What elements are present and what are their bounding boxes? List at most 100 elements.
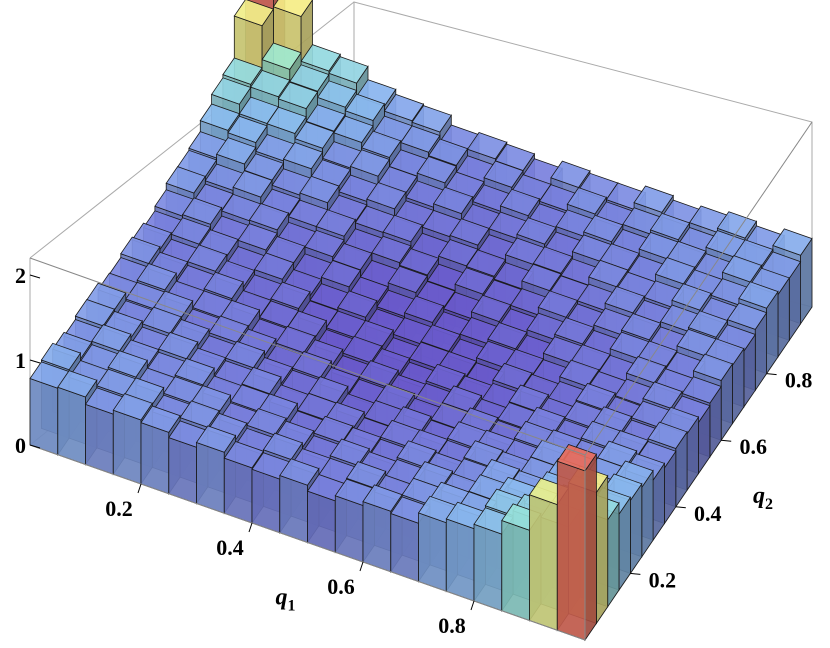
bounding-box-front	[29, 121, 813, 641]
bar-top-face	[289, 64, 330, 92]
bar-top-face	[174, 358, 215, 386]
bar-top-face	[416, 156, 457, 184]
bar-front-face	[279, 474, 308, 544]
bar-top-face	[349, 149, 391, 177]
bar-front-face	[501, 519, 530, 622]
z-tick-label: 1	[15, 348, 26, 373]
bar-top-face	[499, 188, 541, 217]
bar-top-face	[583, 214, 624, 243]
x-tick-mark	[359, 561, 364, 572]
bar-top-face	[313, 415, 354, 444]
bar-top-face	[279, 458, 320, 486]
bar-top-face	[554, 317, 595, 345]
x-axis-label: q1	[276, 585, 296, 615]
bar-top-face	[179, 400, 220, 428]
bar-top-face	[250, 69, 291, 98]
bar-top-face	[237, 223, 278, 251]
bar-top-face	[366, 182, 407, 210]
bar-top-face	[398, 248, 440, 276]
bar-top-face	[425, 363, 466, 392]
bar-top-face	[91, 324, 132, 352]
bar-top-face	[266, 106, 307, 134]
bar-top-face	[187, 244, 228, 272]
bar-top-face	[382, 214, 423, 243]
bar-top-face	[199, 103, 241, 131]
z-tick-label: 2	[15, 263, 26, 288]
bar-top-face	[588, 259, 629, 288]
bar-top-face	[492, 362, 533, 391]
bar-top-face	[358, 360, 399, 388]
bar-top-face	[299, 175, 340, 204]
bar-front-face	[112, 409, 142, 485]
bar-top-face	[508, 384, 550, 412]
bar-top-face	[248, 203, 290, 231]
bar-top-face	[383, 93, 425, 122]
bar-top-face	[261, 42, 302, 70]
bar-top-face	[432, 186, 474, 215]
x-tick-label: 0.4	[216, 535, 244, 560]
bar-top-face	[387, 265, 428, 294]
bar-top-face	[400, 125, 441, 153]
bar-top-face	[181, 197, 223, 225]
bar-top-face	[633, 185, 674, 213]
axes-layer: 0.2 0.4 0.6 0.8 0.2 0.4 0.6 0.8 0 1 2	[15, 263, 812, 638]
bar-top-face	[195, 425, 237, 453]
bar-top-face	[315, 209, 357, 237]
bar-top-face	[316, 80, 358, 108]
bar-top-face	[337, 290, 378, 318]
bar-top-face	[333, 115, 374, 143]
bars-layer	[29, 0, 813, 642]
bar-top-face	[427, 138, 469, 166]
bar-front-face	[251, 468, 281, 534]
x-tick-label: 0.2	[105, 496, 133, 521]
y-tick-mark	[675, 506, 686, 509]
bar-top-face	[521, 263, 562, 292]
bar-top-face	[371, 235, 412, 264]
bar-top-face	[437, 239, 479, 267]
bar-top-face	[57, 370, 98, 398]
bar-top-face	[74, 299, 116, 327]
bar-top-face	[223, 441, 265, 469]
bar-top-face	[300, 44, 341, 72]
bar-front-face	[473, 523, 503, 612]
bar-top-face	[642, 381, 683, 409]
bar-top-face	[721, 255, 763, 283]
bar-top-face	[654, 257, 696, 285]
bar-front-face	[196, 441, 225, 514]
bar-front-face	[223, 457, 253, 524]
bar-top-face	[681, 376, 722, 404]
bar-top-face	[556, 444, 598, 472]
x-tick-mark	[137, 483, 142, 494]
bar-top-face	[272, 0, 313, 17]
bar-top-face	[738, 281, 779, 309]
bar-top-face	[692, 353, 734, 381]
bar-front-face	[140, 422, 170, 495]
bar-top-face	[232, 170, 273, 198]
bar-front-face	[29, 377, 59, 456]
bar-top-face	[537, 290, 579, 318]
bar-front-face	[362, 501, 392, 573]
bar-front-face	[418, 512, 447, 592]
bar-top-face	[224, 340, 266, 369]
bar-top-face	[291, 351, 333, 379]
bar	[556, 444, 598, 642]
x-tick-mark	[248, 522, 253, 533]
bar-top-face	[566, 187, 608, 215]
bar-top-face	[470, 294, 512, 323]
bar-top-face	[328, 56, 369, 84]
bar-top-face	[140, 405, 181, 433]
bar-top-face	[345, 461, 387, 489]
bar-front-face	[390, 512, 419, 583]
bar-top-face	[361, 130, 402, 158]
x-tick-label: 0.6	[327, 574, 355, 599]
bar-top-face	[282, 141, 324, 170]
bar-top-face	[158, 331, 199, 360]
y-axis-label: q2	[753, 483, 773, 513]
bar-top-face	[40, 342, 82, 371]
x-tick-mark	[470, 600, 475, 611]
labels-layer: q1 q2	[276, 483, 774, 615]
bar-top-face	[575, 382, 616, 411]
z-tick-mark	[29, 444, 41, 449]
bar-top-face	[136, 263, 177, 291]
